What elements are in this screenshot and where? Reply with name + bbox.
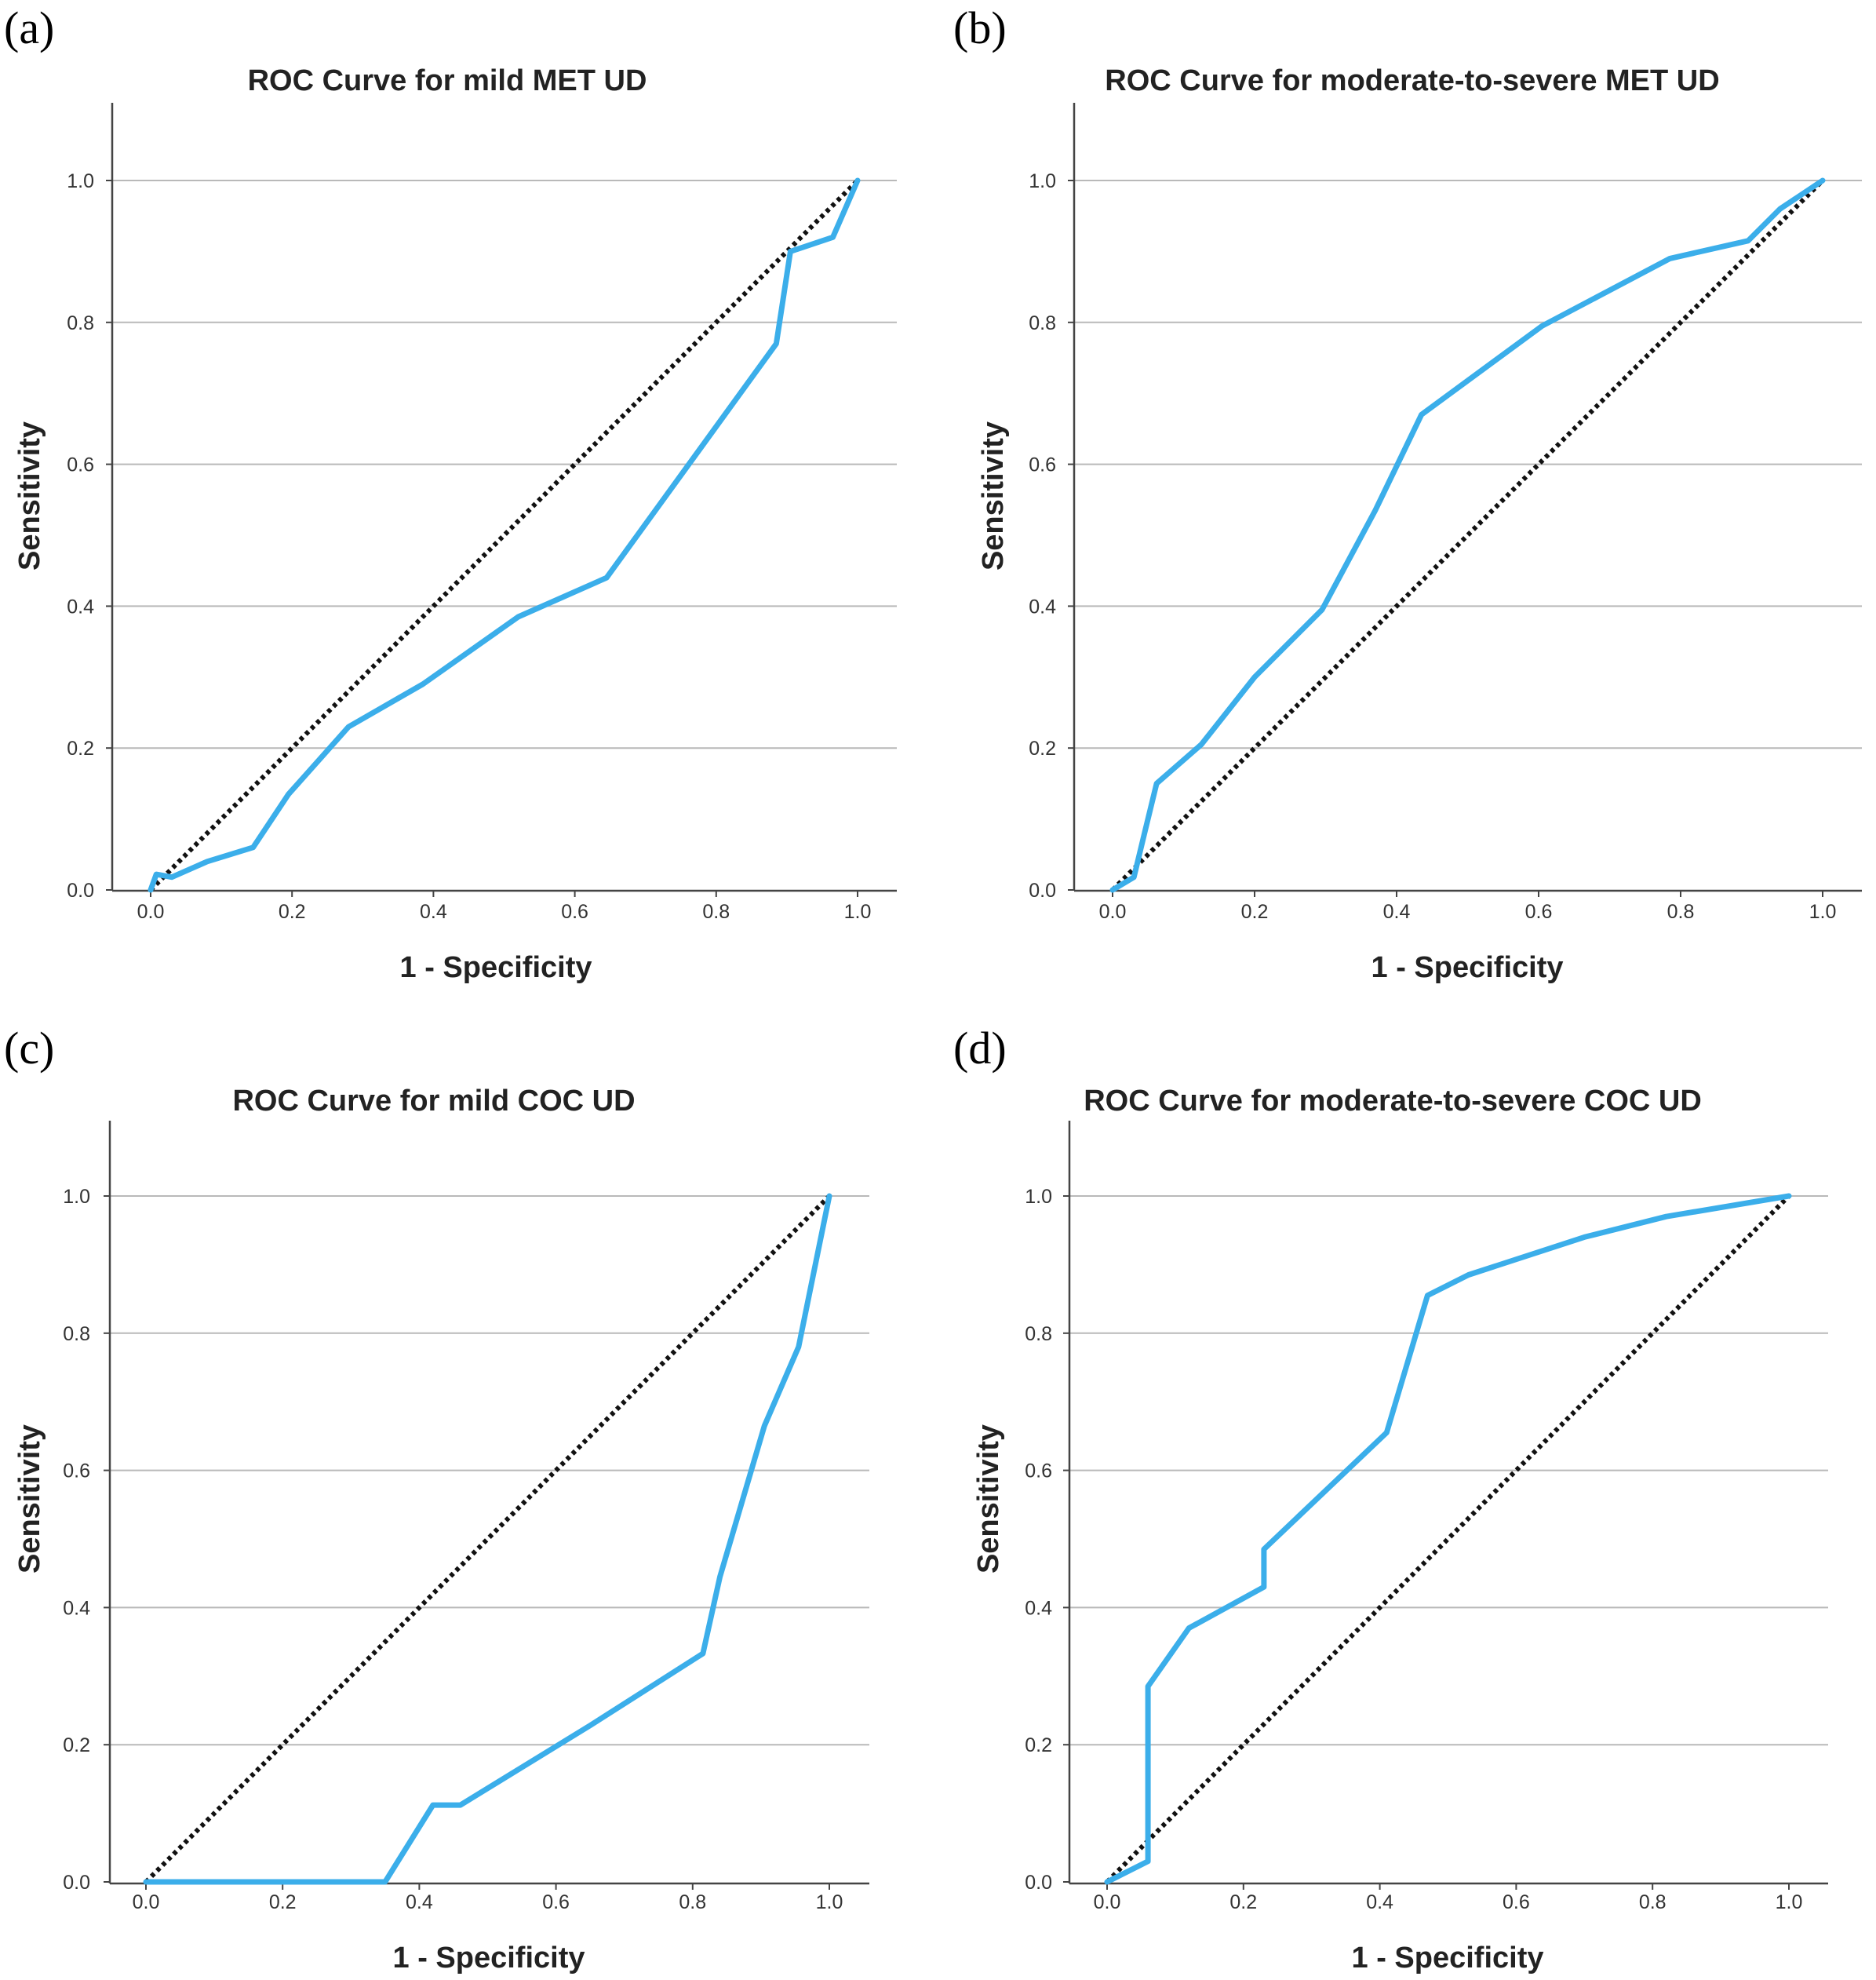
x-tick-label: 1.0 <box>844 901 872 923</box>
y-tick-label: 0.8 <box>1025 1323 1052 1345</box>
x-tick-label: 0.0 <box>1099 901 1127 923</box>
reference-diagonal-line <box>1105 1194 1791 1884</box>
x-tick-label: 0.4 <box>1383 901 1411 923</box>
x-tick-label: 1.0 <box>1809 901 1837 923</box>
y-tick-label: 0.2 <box>1029 738 1056 760</box>
x-tick-label: 0.0 <box>137 901 165 923</box>
panel-label: (a) <box>4 2 54 53</box>
x-tick-label: 0.4 <box>406 1891 433 1913</box>
x-tick-label: 0.2 <box>279 901 306 923</box>
panel-label: (c) <box>4 1023 54 1074</box>
chart-panel-b: (b) ROC Curve for moderate-to-severe MET … <box>953 2 1862 984</box>
x-tick-label: 0.8 <box>679 1891 706 1913</box>
x-tick-label: 1.0 <box>1776 1891 1803 1913</box>
x-tick-label: 0.0 <box>1094 1891 1121 1913</box>
x-axis-title: 1 - Specificity <box>1352 1942 1544 1975</box>
roc-curve-line <box>1109 177 1826 893</box>
y-axis-title: Sensitivity <box>977 421 1010 571</box>
y-tick-label: 0.4 <box>1025 1597 1052 1619</box>
x-tick-label: 0.6 <box>561 901 588 923</box>
reference-diagonal-line <box>148 178 860 892</box>
x-tick-label: 0.2 <box>269 1891 297 1913</box>
y-tick-label: 0.6 <box>63 1460 90 1482</box>
x-axis-title: 1 - Specificity <box>393 1942 585 1975</box>
x-tick-label: 0.6 <box>542 1891 570 1913</box>
y-tick-label: 0.2 <box>67 738 94 760</box>
x-axis-title: 1 - Specificity <box>400 951 592 984</box>
y-tick-label: 0.0 <box>67 880 94 902</box>
chart-title: ROC Curve for mild COC UD <box>232 1085 635 1118</box>
roc-curve-line <box>148 177 861 893</box>
y-tick-label: 0.4 <box>1029 596 1056 618</box>
y-tick-label: 0.8 <box>67 312 94 334</box>
y-tick-label: 0.0 <box>1029 880 1056 902</box>
y-tick-label: 1.0 <box>1025 1186 1052 1208</box>
chart-title: ROC Curve for moderate-to-severe MET UD <box>1105 64 1719 97</box>
panel-label: (d) <box>953 1023 1007 1074</box>
y-tick-label: 0.2 <box>63 1734 90 1756</box>
chart-panel-d: (d) ROC Curve for moderate-to-severe COC … <box>953 1023 1828 1975</box>
y-tick-label: 1.0 <box>63 1186 90 1208</box>
x-tick-label: 0.2 <box>1229 1891 1257 1913</box>
x-tick-label: 0.6 <box>1503 1891 1530 1913</box>
reference-diagonal-line <box>1110 178 1825 892</box>
x-tick-label: 0.4 <box>420 901 447 923</box>
x-tick-label: 1.0 <box>816 1891 843 1913</box>
y-tick-label: 1.0 <box>67 170 94 192</box>
chart-panel-a: (a) ROC Curve for mild MET UD 0.0 0.2 0.4 0.6… <box>4 2 897 984</box>
roc-curve-line <box>1104 1193 1792 1885</box>
y-tick-label: 0.4 <box>63 1597 90 1619</box>
y-tick-label: 0.8 <box>1029 312 1056 334</box>
y-axis-title: Sensitivity <box>13 421 46 571</box>
y-tick-label: 0.6 <box>1025 1460 1052 1482</box>
x-axis-title: 1 - Specificity <box>1371 951 1564 984</box>
y-tick-label: 0.2 <box>1025 1734 1052 1756</box>
chart-title: ROC Curve for mild MET UD <box>248 64 647 97</box>
y-tick-label: 0.6 <box>67 454 94 476</box>
y-axis-title: Sensitivity <box>13 1424 46 1573</box>
roc-curve-line <box>143 1193 832 1885</box>
y-tick-label: 0.8 <box>63 1323 90 1345</box>
reference-diagonal-line <box>144 1194 832 1884</box>
chart-panel-c: (c) ROC Curve for mild COC UD 0.0 0.2 0.4 0.6… <box>4 1023 869 1975</box>
x-tick-label: 0.2 <box>1241 901 1269 923</box>
x-tick-label: 0.6 <box>1525 901 1553 923</box>
x-tick-label: 0.4 <box>1366 1891 1393 1913</box>
y-tick-label: 0.0 <box>63 1872 90 1894</box>
y-tick-label: 0.4 <box>67 596 94 618</box>
x-tick-label: 0.0 <box>133 1891 160 1913</box>
chart-title: ROC Curve for moderate-to-severe COC UD <box>1084 1085 1702 1118</box>
x-tick-label: 0.8 <box>1639 1891 1667 1913</box>
x-tick-label: 0.8 <box>1667 901 1695 923</box>
y-tick-label: 1.0 <box>1029 170 1056 192</box>
panel-label: (b) <box>953 2 1007 53</box>
x-tick-label: 0.8 <box>702 901 730 923</box>
y-tick-label: 0.0 <box>1025 1872 1052 1894</box>
y-axis-title: Sensitivity <box>972 1424 1005 1573</box>
y-tick-label: 0.6 <box>1029 454 1056 476</box>
